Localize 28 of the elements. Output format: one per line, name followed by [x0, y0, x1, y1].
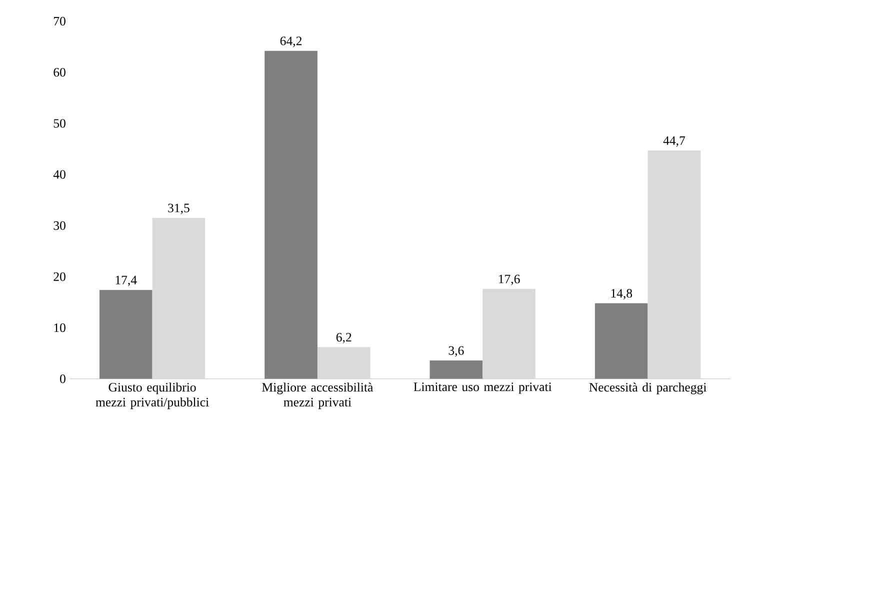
bar: [99, 290, 152, 379]
y-tick-label: 50: [54, 119, 66, 128]
x-tick-label: Necessità di parcheggi: [589, 382, 706, 394]
data-label: 3,6: [448, 346, 464, 357]
data-label: 14,8: [611, 289, 632, 300]
data-label: 17,4: [116, 276, 137, 286]
bar: [317, 347, 370, 379]
bar: [152, 218, 206, 379]
y-tick-label: 0: [60, 374, 66, 384]
data-label: 44,7: [663, 136, 686, 147]
bar: [482, 288, 536, 379]
y-tick-label: 70: [54, 16, 66, 26]
bar: [430, 360, 483, 379]
y-tick-label: 30: [54, 221, 66, 230]
x-tick-label: Migliore accessibilità mezzi privati: [262, 382, 374, 410]
data-label: 6,2: [336, 332, 352, 344]
bar: [594, 303, 648, 379]
y-tick-label: 40: [53, 170, 66, 179]
bar: [648, 150, 701, 379]
y-tick-label: 20: [54, 272, 66, 281]
data-label: 17,6: [498, 274, 520, 286]
bar: [264, 50, 318, 379]
data-label: 31,5: [168, 204, 190, 214]
x-tick-label: Giusto equilibrio mezzi privati/pubblici: [96, 382, 209, 410]
data-label: 64,2: [280, 36, 302, 48]
y-tick-label: 60: [54, 68, 66, 77]
y-tick-label: 10: [54, 323, 66, 332]
x-tick-label: Limitare uso mezzi privati: [414, 382, 552, 394]
